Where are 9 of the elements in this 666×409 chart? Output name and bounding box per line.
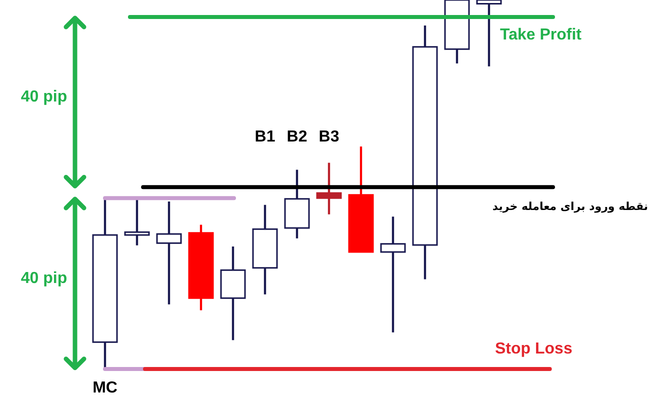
ref-line-label: Stop Loss	[495, 340, 572, 358]
ref-line-label: Take Profit	[500, 26, 582, 44]
text: 40 pip	[20, 88, 68, 106]
text: MC	[92, 379, 118, 396]
annotation: B2	[286, 128, 308, 146]
annotation: B1	[254, 128, 276, 146]
text: 40 pip	[20, 270, 68, 287]
annotation: B3	[318, 128, 340, 146]
ref-line-label: نقطه ورود برای معامله خرید	[492, 200, 648, 213]
